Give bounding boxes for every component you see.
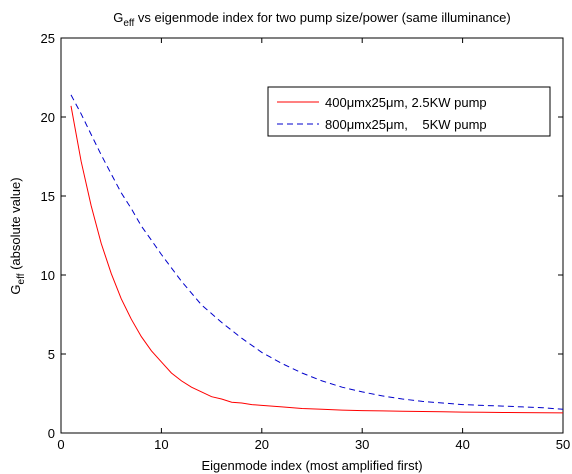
ylabel-main: G [8, 284, 23, 294]
chart-title: Geff vs eigenmode index for two pump siz… [113, 10, 511, 29]
x-tick-label-3: 30 [355, 437, 369, 452]
legend-label-series-2: 800μmx25μm, 5KW pump [325, 117, 487, 132]
legend: 400μmx25μm, 2.5KW pump 800μmx25μm, 5KW p… [267, 86, 551, 137]
series-line-1 [70, 105, 564, 414]
x-tick-label-4: 40 [455, 437, 469, 452]
ylabel-rest: (absolute value) [8, 177, 23, 273]
y-tick-label-4: 20 [41, 110, 55, 125]
axis-ticks: 0 10 20 30 40 50 0 5 10 15 20 25 [41, 31, 571, 452]
title-main: G [113, 10, 123, 25]
x-tick-label-0: 0 [57, 437, 64, 452]
y-tick-label-5: 25 [41, 31, 55, 46]
title-subscript: eff [123, 18, 134, 29]
series-layer [70, 94, 564, 414]
x-tick-label-1: 10 [154, 437, 168, 452]
title-rest: vs eigenmode index for two pump size/pow… [134, 10, 510, 25]
legend-label-series-1: 400μmx25μm, 2.5KW pump [325, 95, 487, 110]
y-tick-label-0: 0 [48, 426, 55, 441]
x-tick-label-5: 50 [556, 437, 570, 452]
y-tick-label-2: 10 [41, 268, 55, 283]
legend-box [267, 86, 551, 137]
y-tick-label-3: 15 [41, 189, 55, 204]
y-axis-label: Geff (absolute value) [8, 177, 27, 294]
x-axis-label: Eigenmode index (most amplified first) [201, 458, 422, 473]
x-tick-label-2: 20 [255, 437, 269, 452]
ylabel-subscript: eff [16, 273, 27, 284]
y-tick-label-1: 5 [48, 347, 55, 362]
